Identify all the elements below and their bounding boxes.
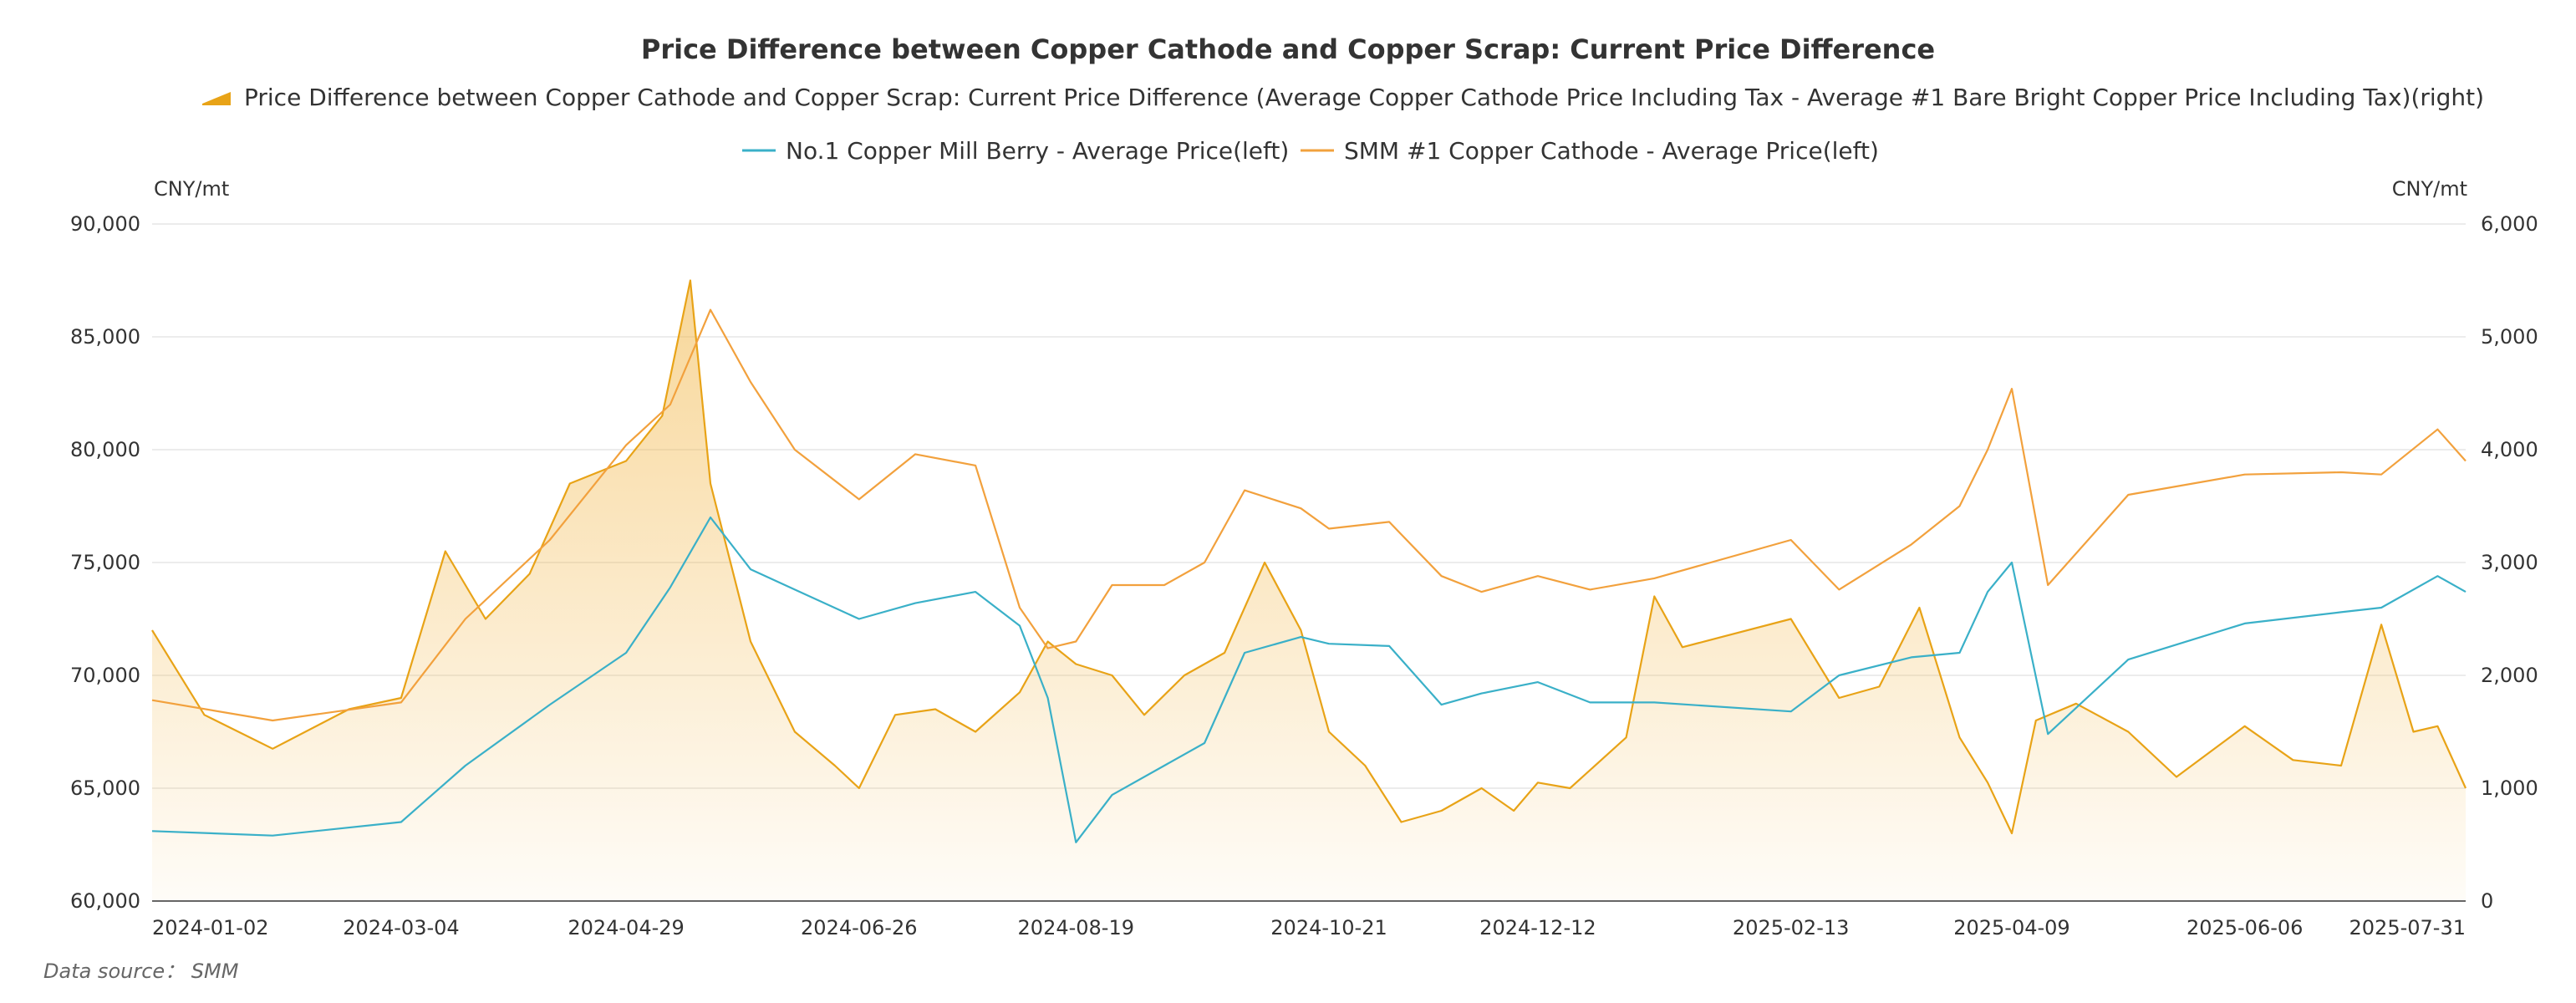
series-line-0 [151,279,2467,835]
x-tick-label: 2024-01-02 [152,916,268,939]
left-tick-label: 85,000 [70,325,140,349]
x-tick-label: 2025-02-13 [1733,916,1849,939]
legend-label-cathode: SMM #1 Copper Cathode - Average Price(le… [1344,137,1879,165]
x-tick-label: 2025-06-06 [2187,916,2303,939]
x-tick-label: 2025-04-09 [1953,916,2069,939]
legend-label-mill-berry: No.1 Copper Mill Berry - Average Price(l… [786,137,1289,165]
right-tick-label: 0 [2481,889,2493,913]
right-tick-label: 1,000 [2481,776,2538,800]
data-source: Data source： SMM [43,960,239,983]
series-area-fill [152,280,2466,901]
x-tick-label: 2024-12-12 [1479,916,1596,939]
right-tick-label: 2,000 [2481,664,2538,687]
legend-item-cathode[interactable]: SMM #1 Copper Cathode - Average Price(le… [1301,137,1879,165]
left-tick-label: 60,000 [70,889,140,913]
right-tick-label: 3,000 [2481,551,2538,574]
chart-title: Price Difference between Copper Cathode … [641,33,1935,65]
x-tick-label: 2024-06-26 [801,916,917,939]
x-tick-label: 2024-08-19 [1018,916,1134,939]
left-tick-label: 70,000 [70,664,140,687]
legend-area-icon [202,92,231,105]
legend-item-mill-berry[interactable]: No.1 Copper Mill Berry - Average Price(l… [742,137,1289,165]
left-tick-label: 80,000 [70,438,140,461]
left-tick-label: 90,000 [70,212,140,236]
legend-label-price-difference: Price Difference between Copper Cathode … [244,84,2484,111]
right-tick-label: 5,000 [2481,325,2538,349]
left-tick-label: 65,000 [70,776,140,800]
series-line-1 [151,516,2467,843]
right-tick-label: 6,000 [2481,212,2538,236]
line-layer [151,279,2467,843]
x-tick-label: 2025-07-31 [2349,916,2466,939]
left-tick-label: 75,000 [70,551,140,574]
left-axis-unit: CNY/mt [154,177,229,201]
series-line-2 [151,308,2467,722]
area-layer [152,280,2466,901]
x-tick-label: 2024-04-29 [568,916,684,939]
legend[interactable]: Price Difference between Copper Cathode … [202,84,2484,165]
axis-layer: 60,000 0 65,000 1,000 70,000 2,000 75,000 3,000… [70,212,2538,939]
right-axis-unit: CNY/mt [2392,177,2467,201]
x-tick-label: 2024-10-21 [1270,916,1387,939]
right-tick-label: 4,000 [2481,438,2538,461]
x-tick-label: 2024-03-04 [343,916,459,939]
legend-item-price-difference[interactable]: Price Difference between Copper Cathode … [202,84,2484,111]
